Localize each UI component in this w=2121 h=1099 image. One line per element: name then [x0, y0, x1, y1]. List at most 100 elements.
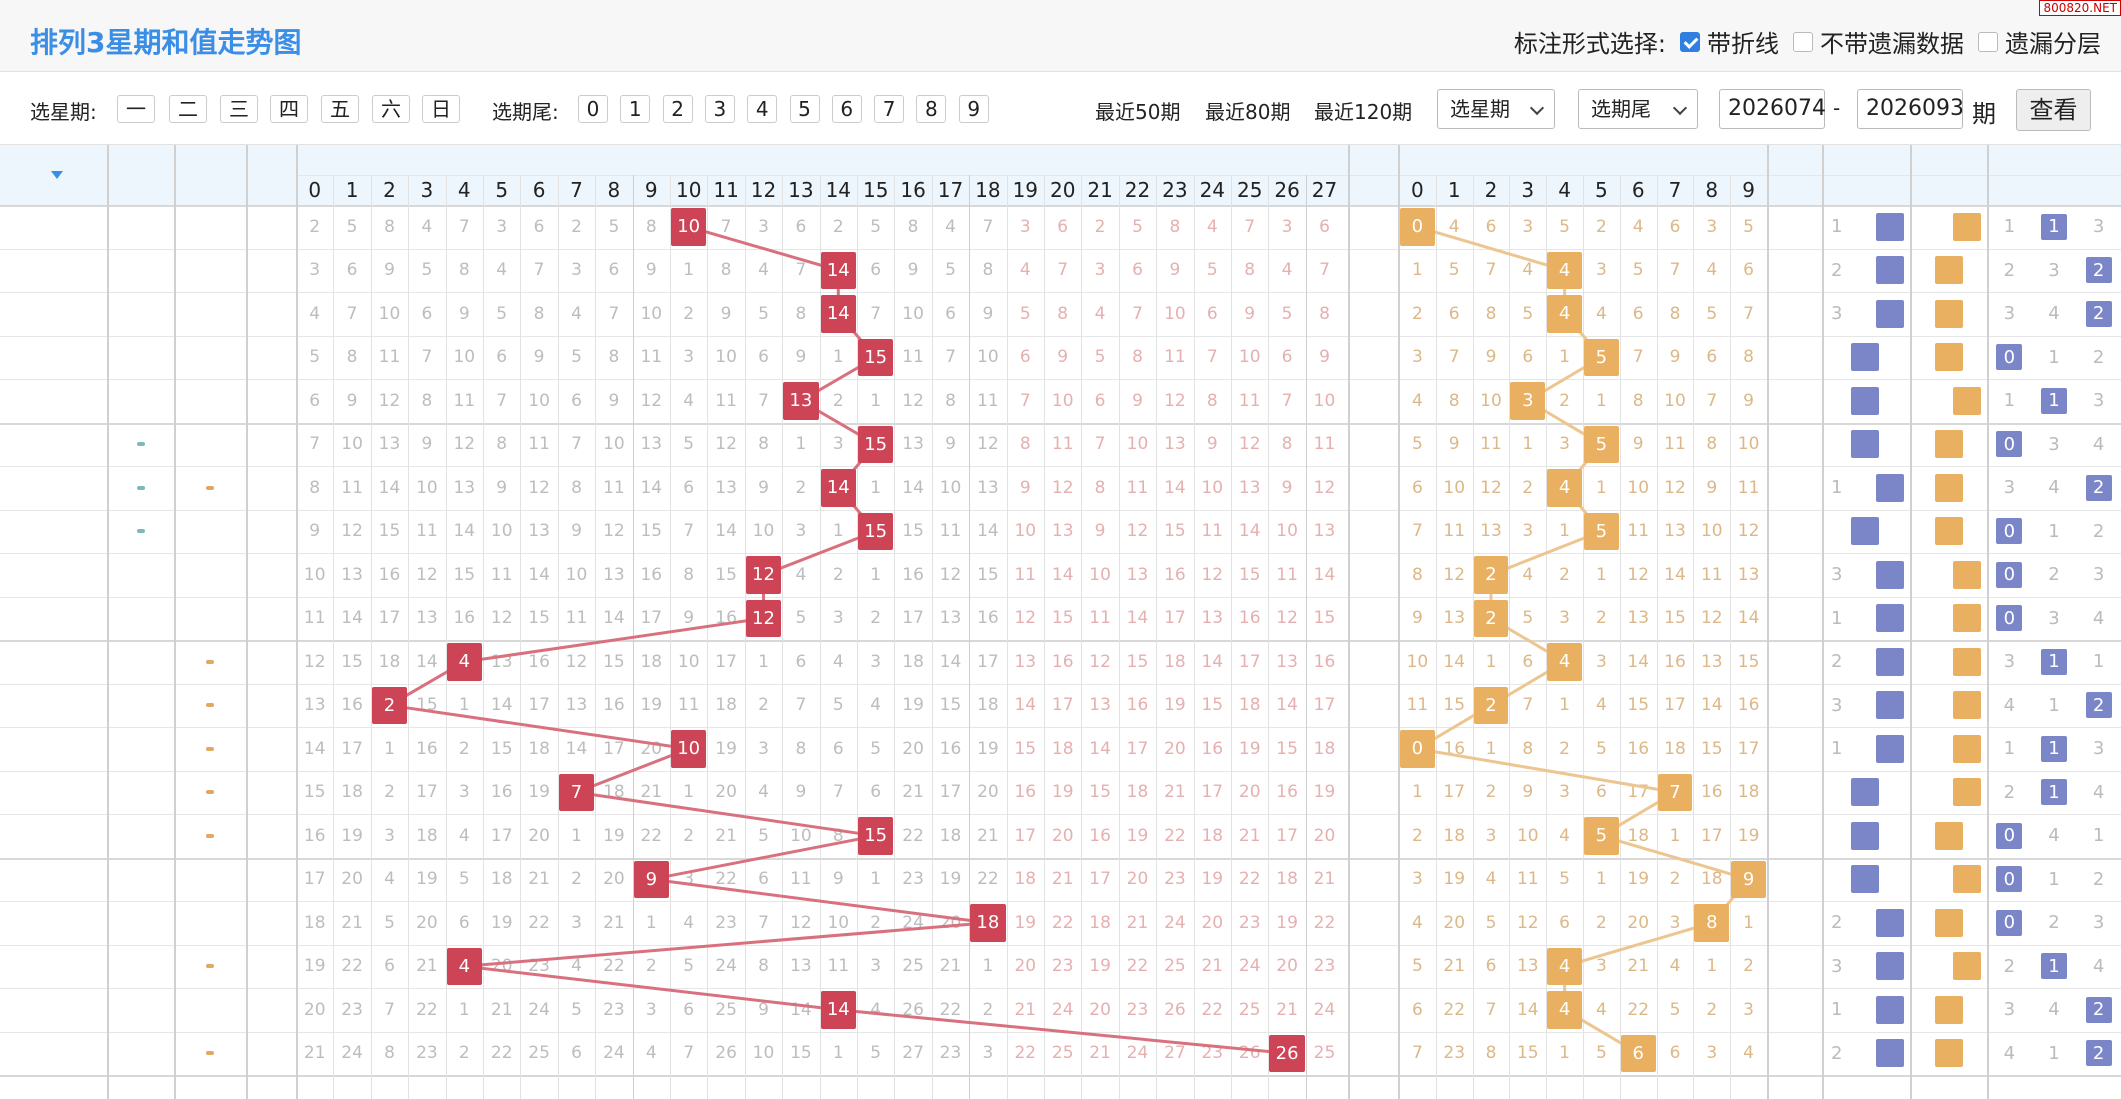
tail-miss-cell: 3	[1559, 434, 1570, 455]
odd-miss-cell: 2	[1830, 651, 1843, 673]
sum-miss-cell: 11	[1014, 564, 1037, 585]
sum-tail-cell	[1348, 988, 1398, 1032]
big-small-cell	[1910, 988, 1987, 1032]
tail-button-2[interactable]: 2	[662, 95, 693, 123]
sum-miss-cell: 2	[571, 869, 582, 890]
odd-even-cell	[1851, 1032, 1910, 1076]
option-label: 带折线	[1707, 30, 1779, 58]
option-with-lines[interactable]: 带折线	[1680, 24, 1779, 59]
recent-80-link[interactable]: 最近80期	[1205, 100, 1291, 124]
period-cell	[0, 292, 107, 336]
tail-button-9[interactable]: 9	[958, 95, 989, 123]
trial-cell	[107, 945, 174, 989]
option-label: 不带遗漏数据	[1820, 30, 1964, 58]
sum-miss-cell: 8	[758, 956, 769, 977]
tail-miss-cell: 23	[1443, 1043, 1466, 1064]
sum-miss-cell: 11	[977, 390, 999, 411]
weekday-button-2[interactable]: 二	[169, 95, 207, 123]
sum-miss-cell: 26	[715, 1043, 737, 1064]
odd-even-cell	[1851, 945, 1910, 989]
sum-miss-cell: 1	[870, 869, 882, 890]
sum-miss-cell: 11	[453, 390, 476, 411]
sum-miss-cell: 15	[341, 651, 363, 672]
tail-miss-cell: 15	[1664, 608, 1686, 629]
sum-miss-cell: 8	[1319, 303, 1330, 324]
tail-select[interactable]: 选期尾	[1578, 89, 1698, 129]
weekday-button-6[interactable]: 六	[372, 95, 410, 123]
sum-miss-cell: 21	[902, 782, 924, 803]
sum-miss-cell: 14	[1014, 695, 1037, 716]
period-cell	[0, 814, 107, 858]
sum-miss-cell: 12	[1164, 390, 1186, 411]
checkbox-checked-icon[interactable]	[1680, 31, 1700, 52]
header-divider	[296, 175, 2121, 176]
road-miss-cell: 1	[2048, 1042, 2060, 1064]
tail-button-3[interactable]: 3	[704, 95, 735, 123]
tail-miss-cell: 5	[1559, 869, 1570, 890]
tail-hit-ball: 0	[1400, 730, 1435, 768]
sum-miss-cell: 7	[1132, 303, 1143, 324]
sum-miss-cell: 8	[533, 303, 545, 324]
sum-miss-cell: 22	[341, 956, 363, 977]
sum-miss-cell: 8	[982, 260, 994, 281]
tail-miss-cell: 6	[1669, 216, 1681, 237]
tail-button-4[interactable]: 4	[747, 95, 778, 123]
recent-50-link[interactable]: 最近50期	[1095, 100, 1181, 124]
weekday-button-1[interactable]: 一	[117, 95, 155, 123]
option-missing-layers[interactable]: 遗漏分层	[1978, 24, 2101, 59]
road-cell: 2	[2076, 466, 2121, 510]
column-divider	[1822, 145, 1824, 1099]
sum-miss-cell: 12	[453, 434, 476, 455]
sum-miss-cell: 17	[640, 608, 663, 629]
sum-miss-cell: 23	[1238, 912, 1261, 933]
road-miss-cell: 2	[2048, 912, 2060, 934]
weekday-button-4[interactable]: 四	[270, 95, 308, 123]
sum-miss-cell: 10	[715, 347, 737, 368]
sum-miss-cell: 12	[1089, 651, 1111, 672]
sum-miss-cell: 20	[1089, 999, 1111, 1020]
sum-value-cell	[246, 640, 296, 684]
tail-button-6[interactable]: 6	[831, 95, 862, 123]
query-button[interactable]: 查看	[2016, 89, 2091, 131]
tail-miss-cell: 3	[1669, 912, 1681, 933]
to-period-input[interactable]: 2026093	[1857, 89, 1964, 129]
sum-miss-cell: 12	[603, 521, 625, 542]
sum-miss-cell: 10	[1201, 477, 1224, 498]
odd-even-badge	[1851, 386, 1880, 415]
sum-miss-cell: 10	[378, 303, 401, 324]
road-miss-cell: 4	[2048, 999, 2060, 1021]
sum-miss-cell: 12	[1014, 608, 1037, 629]
big-small-badge	[1934, 517, 1963, 546]
weekday-button-3[interactable]: 三	[220, 95, 258, 123]
sum-miss-cell: 12	[902, 390, 924, 411]
weekday-button-7[interactable]: 日	[422, 95, 460, 123]
odd-miss-cell: 3	[1830, 564, 1843, 586]
tail-button-7[interactable]: 7	[874, 95, 905, 123]
amplitude-cell	[1774, 510, 1822, 554]
odd-miss-cell: 1	[1830, 477, 1843, 499]
weekday-select[interactable]: 选星期	[1437, 89, 1555, 129]
column-divider	[1987, 145, 1989, 1099]
tail-button-8[interactable]: 8	[916, 95, 947, 123]
tail-miss-cell: 2	[1595, 216, 1607, 237]
weekday-button-5[interactable]: 五	[321, 95, 359, 123]
option-no-missing-data[interactable]: 不带遗漏数据	[1793, 24, 1964, 59]
sum-miss-cell: 21	[939, 956, 962, 977]
tail-miss-cell: 10	[1406, 651, 1429, 672]
checkbox-icon[interactable]	[1978, 31, 1998, 52]
from-period-input[interactable]: 2026074	[1719, 89, 1826, 129]
tail-button-0[interactable]: 0	[578, 95, 608, 123]
tail-miss-cell: 12	[1516, 912, 1539, 933]
tail-button-5[interactable]: 5	[789, 95, 820, 123]
tail-miss-cell: 11	[1480, 434, 1502, 455]
odd-miss-cell: 2	[1830, 1042, 1843, 1064]
big-small-cell	[1910, 640, 1987, 684]
sort-desc-icon[interactable]	[50, 171, 63, 179]
sum-value-header: 27	[1311, 178, 1338, 202]
sum-miss-cell: 5	[1094, 347, 1106, 368]
tail-button-1[interactable]: 1	[620, 95, 651, 123]
checkbox-icon[interactable]	[1793, 31, 1813, 52]
recent-120-link[interactable]: 最近120期	[1314, 100, 1413, 124]
sum-miss-cell: 10	[528, 390, 550, 411]
road-cell: 1	[2032, 205, 2077, 249]
